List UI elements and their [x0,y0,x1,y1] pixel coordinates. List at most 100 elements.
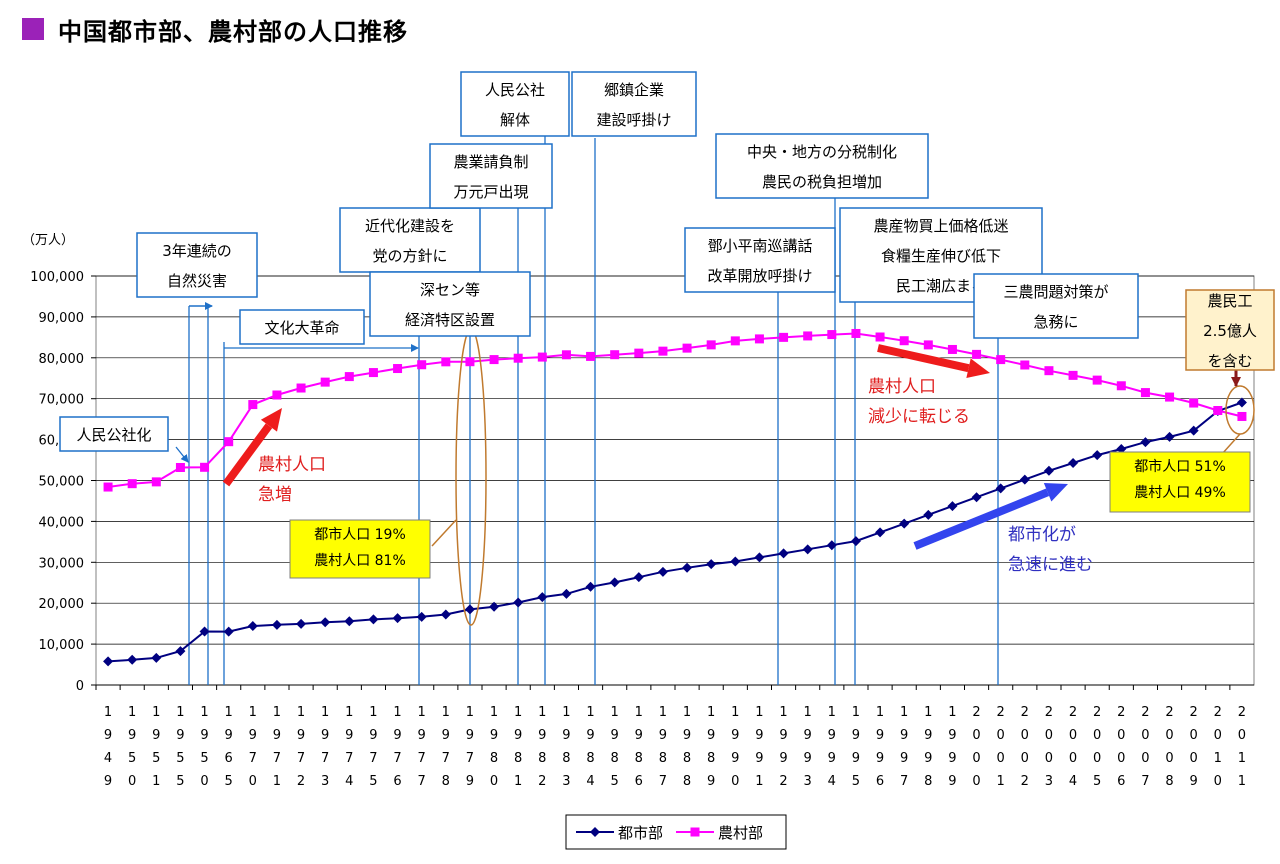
data-point-rural [586,351,596,361]
event-label-text: 党の方針に [372,247,447,265]
data-point-rural [127,479,137,489]
data-point-urban [1068,457,1079,468]
data-point-rural [658,346,668,356]
data-point-urban [995,483,1006,494]
data-point-rural [393,364,403,374]
annotation-text: 減少に転じる [868,407,970,427]
event-label-text: 急務に [1033,313,1078,331]
event-label-text: 郷鎮企業 [604,81,664,99]
data-point-rural [634,348,644,358]
data-point-urban [899,518,910,529]
data-point-urban [1116,443,1127,454]
annotation-text: 農村人口 [258,455,326,475]
annotation-box [289,519,431,579]
data-point-urban [802,544,813,555]
data-point-urban [850,536,861,547]
data-point-urban [875,527,886,538]
event-label-frame [59,416,169,452]
data-point-urban [923,509,934,520]
event-label-text: 農民の税負担増加 [762,173,882,191]
annotation-text: 急速に進む [1008,555,1093,575]
data-point-urban [609,577,620,588]
data-point-urban [1188,425,1199,436]
event-label-text: 経済特区設置 [405,311,495,329]
annotation: 都市人口 51% 農村人口 49% [1109,451,1251,513]
data-point-rural [175,462,185,472]
event-label-frame [239,309,365,345]
data-point-rural [368,368,378,378]
data-point-urban [754,552,765,563]
ytick-label: 100,000 [30,270,84,285]
callout-connector [1221,433,1241,455]
rural-decline-arrow [877,344,970,373]
data-point-urban [1236,397,1247,408]
event-label-text: を含む [1207,352,1252,370]
legend-label-rural: 農村部 [718,824,763,842]
data-point-rural [441,357,451,367]
data-point-rural [296,383,306,393]
data-point-rural [224,437,234,447]
data-point-rural [561,350,571,360]
data-point-urban [657,566,668,577]
event-label-frame [460,71,570,137]
event-label-text: 3年連続の [162,242,232,260]
annotation-text: 都市人口 51% [1134,458,1226,475]
data-point-rural [754,334,764,344]
data-point-urban [730,556,741,567]
rural-surge-arrow [222,423,273,487]
data-point-urban [778,548,789,559]
commune-pointer-arrow [175,446,189,463]
data-point-rural [103,482,113,492]
event-label-text: 鄧小平南巡講話 [707,237,812,255]
annotation-text: 農村人口 [868,377,936,397]
event-label-frame [136,232,258,298]
annotation-box [1109,451,1251,513]
data-point-urban [199,626,210,637]
data-point-urban [416,611,427,622]
data-point-urban [440,609,451,620]
ytick-label: 20,000 [39,597,85,612]
ytick-label: 30,000 [39,556,85,571]
event-label-frame [715,133,929,199]
event-label-text: 2.5億人 [1203,322,1257,340]
title-text: 中国都市部、農村部の人口推移 [58,17,408,46]
data-point-urban [706,559,717,570]
data-point-rural [1213,406,1223,416]
data-point-urban [537,592,548,603]
data-point-urban [320,617,331,628]
data-point-rural [537,352,547,362]
